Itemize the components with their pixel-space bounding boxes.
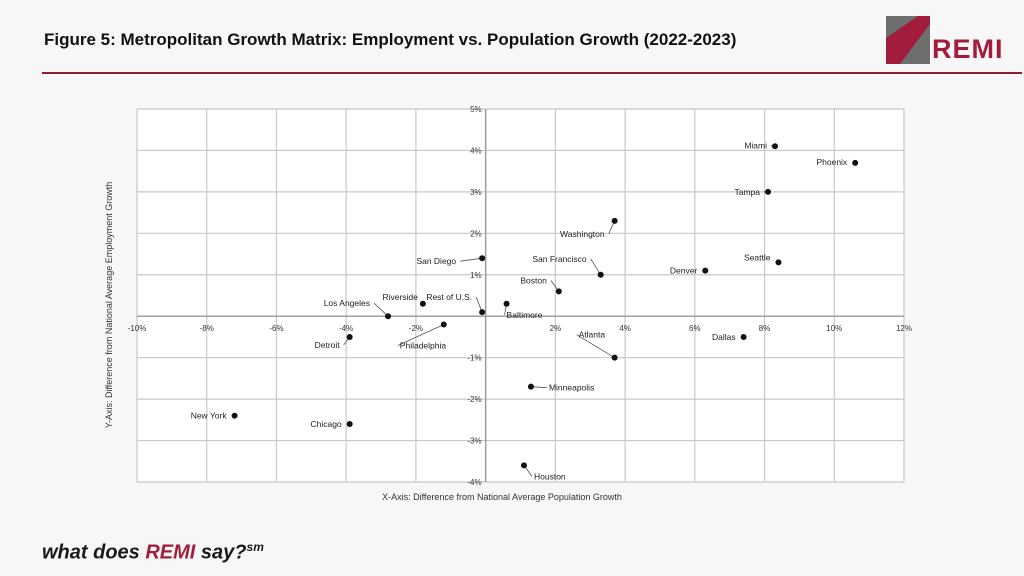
data-point (852, 159, 859, 166)
x-tick-label: -2% (409, 324, 423, 333)
footer-suffix: say? (195, 541, 247, 564)
leader-line (576, 334, 615, 359)
data-point-label: Minneapolis (549, 383, 594, 393)
data-point (479, 255, 486, 262)
data-point (611, 217, 618, 224)
data-point-label: San Francisco (532, 254, 587, 264)
x-tick-label: 2% (550, 324, 562, 333)
leader-line (397, 324, 444, 346)
data-point-label: Los Angeles (324, 298, 370, 308)
data-point (765, 188, 772, 195)
data-points: Miami Phoenix Tampa Washington San Francisco… (191, 140, 859, 481)
data-point-label: Baltimore (507, 310, 543, 320)
data-point (527, 383, 534, 390)
data-point (503, 300, 510, 307)
data-point (772, 143, 779, 150)
y-tick-label: -2% (467, 395, 481, 404)
y-tick-label: -1% (467, 354, 481, 363)
data-point (597, 271, 604, 278)
logo-red-swoosh (886, 16, 930, 64)
data-point-label: Chicago (310, 419, 341, 429)
data-point (740, 333, 747, 340)
data-point (555, 288, 562, 295)
data-point-label: Tampa (735, 187, 761, 197)
y-tick-label: 1% (470, 271, 482, 280)
footer-brand: REMI (145, 541, 196, 564)
data-point-label: Boston (520, 275, 547, 285)
y-tick-label: 5% (470, 105, 482, 114)
x-tick-label: -6% (269, 324, 283, 333)
leader-line (460, 257, 483, 262)
x-tick-label: 12% (896, 324, 912, 333)
zero-axes (137, 109, 904, 482)
data-point-label: Seattle (744, 252, 771, 262)
y-axis-label: Y-Axis: Difference from National Average… (104, 182, 114, 428)
y-tick-label: -3% (467, 437, 481, 446)
data-point (419, 300, 426, 307)
data-point-label: Philadelphia (400, 341, 447, 351)
data-point-label: Detroit (315, 340, 341, 350)
data-point-label: Miami (744, 140, 767, 150)
data-point (479, 309, 486, 316)
y-tick-label: -4% (467, 478, 481, 487)
data-point (231, 412, 238, 419)
x-tick-label: 8% (759, 324, 771, 333)
data-point-label: Denver (670, 266, 698, 276)
page-title: Figure 5: Metropolitan Growth Matrix: Em… (44, 30, 737, 49)
data-point (702, 267, 709, 274)
footer-prefix: what does (42, 541, 146, 564)
data-point (611, 354, 618, 361)
data-point (520, 462, 527, 469)
x-tick-label: -4% (339, 324, 353, 333)
data-point-label: Riverside (382, 292, 418, 302)
tick-labels: -10% -8% -6% -4% -2% 2% 4% 6% 8% 10% 12% -4% -3% -2% -… (128, 105, 912, 487)
remi-logo (886, 16, 930, 64)
data-point (346, 420, 353, 427)
data-point-label: San Diego (416, 256, 456, 266)
footer-service-mark: sm (246, 540, 264, 554)
logo-gray-corner (906, 30, 930, 64)
grid-lines (136, 108, 905, 483)
logo-text: REMI (932, 34, 1004, 64)
data-point (775, 259, 782, 266)
x-tick-label: 4% (619, 324, 631, 333)
x-tick-label: -8% (200, 324, 214, 333)
plot-area (136, 108, 905, 483)
x-tick-label: 10% (826, 324, 842, 333)
data-point (346, 333, 353, 340)
data-point-label: New York (191, 411, 228, 421)
data-point-label: Dallas (712, 332, 736, 342)
leader-line (590, 258, 602, 275)
data-point-label: Phoenix (816, 157, 847, 167)
x-tick-label: -10% (128, 324, 147, 333)
data-point-label: Houston (534, 471, 566, 481)
data-point-label: Washington (560, 229, 605, 239)
y-tick-label: 4% (470, 146, 482, 155)
y-tick-label: 3% (470, 188, 482, 197)
footer-tagline: what does REMI say?sm (42, 540, 264, 565)
leader-line (373, 302, 389, 317)
data-point (385, 313, 392, 320)
data-point (440, 321, 447, 328)
data-point-label: Atlanta (579, 330, 606, 340)
y-tick-label: 2% (470, 229, 482, 238)
x-tick-label: 6% (689, 324, 701, 333)
x-axis-label: X-Axis: Difference from National Average… (382, 492, 622, 502)
title-divider (42, 72, 1022, 74)
data-point-label: Rest of U.S. (426, 292, 472, 302)
